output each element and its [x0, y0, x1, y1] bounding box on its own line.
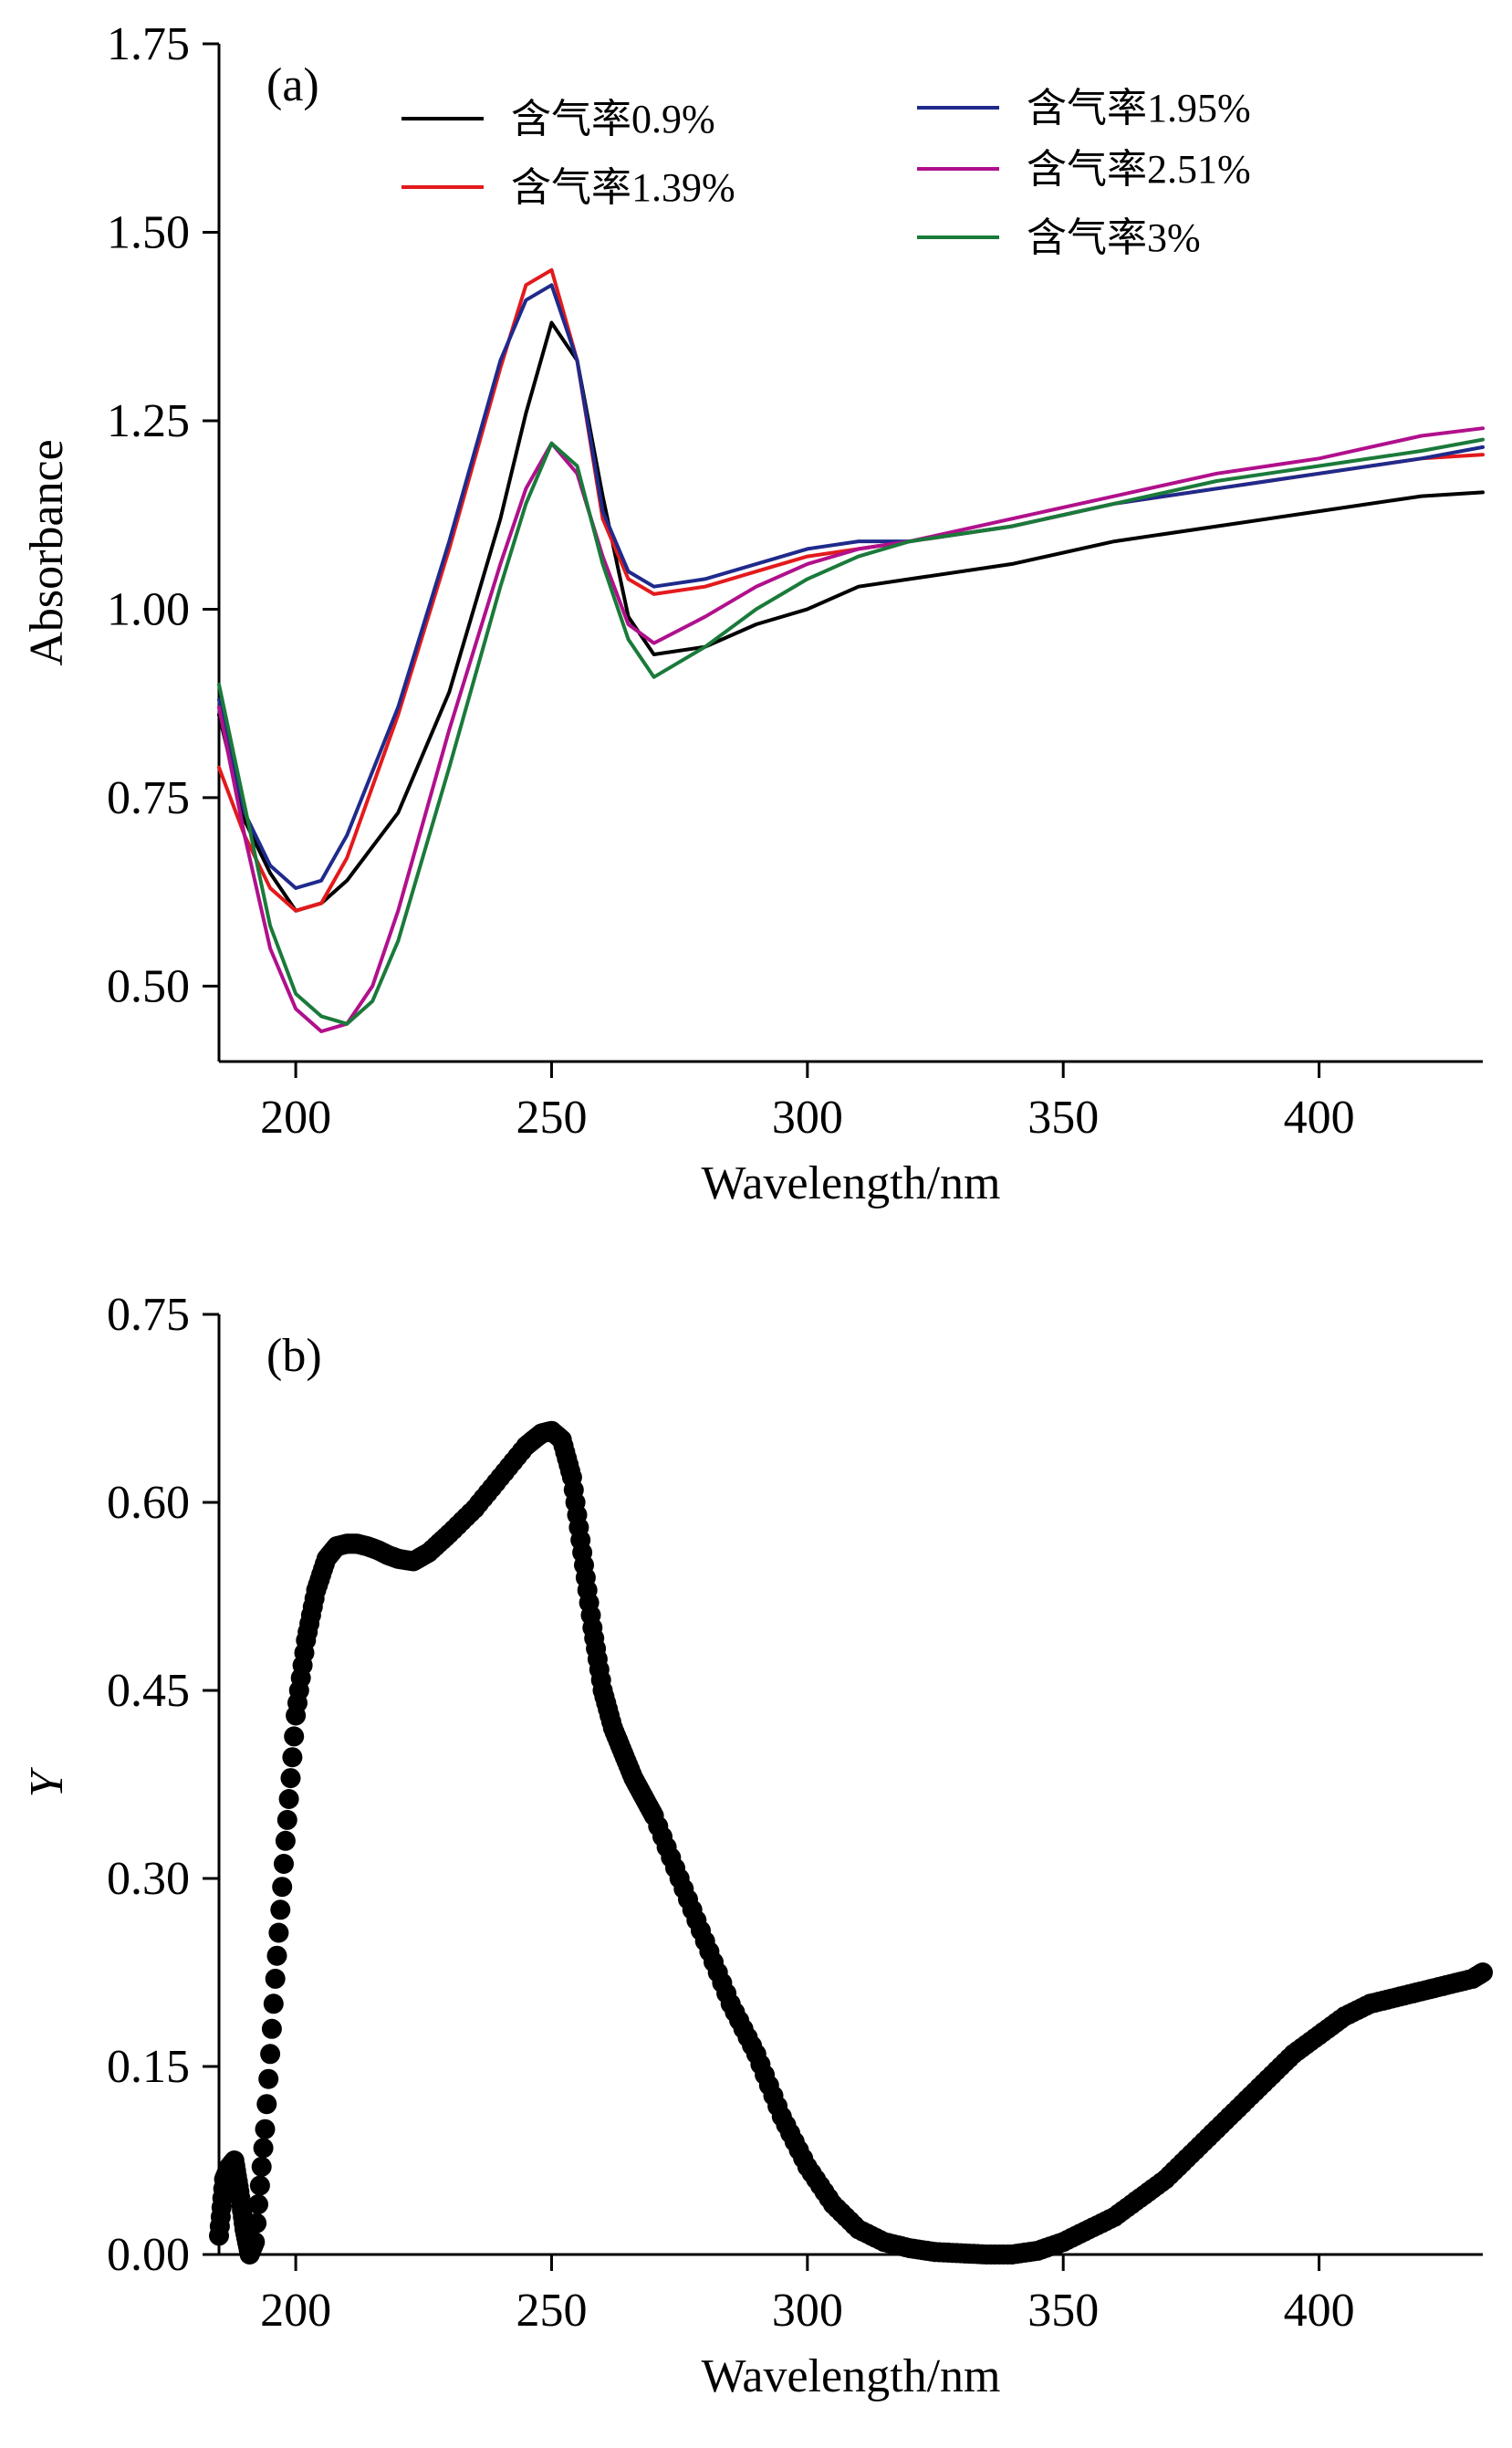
data-point-fill — [248, 2194, 268, 2215]
data-point — [265, 1968, 286, 1989]
data-point-fill — [263, 1993, 284, 2014]
data-point-fill — [260, 2044, 281, 2065]
legend-label: 含气率2.51% — [1027, 147, 1251, 192]
series-line-5 — [217, 437, 1485, 1026]
chart-panel-a: 200 250 300 350 400 0.50 0.75 1.00 1.25 1.50 1.75 W… — [21, 18, 1485, 1209]
data-point-fill — [276, 1809, 297, 1830]
x-tick-label: 350 — [1027, 1092, 1099, 1144]
x-axis-title: Wavelength/nm — [702, 2350, 1001, 2402]
panel-label: (a) — [266, 59, 319, 111]
data-point-fill — [246, 2213, 267, 2234]
y-tick-label: 0.45 — [107, 1665, 190, 1717]
y-tick-label: 1.50 — [107, 206, 190, 258]
data-point — [275, 1830, 296, 1851]
data-point-fill — [274, 1854, 294, 1874]
data-point-fill — [270, 1899, 291, 1920]
series-line-4 — [217, 426, 1485, 1033]
data-point-fill — [282, 1747, 303, 1768]
chart-panel-b: 200 250 300 350 400 0.00 0.15 0.30 0.45 0.60 0.75 W… — [21, 1289, 1493, 2402]
x-tick-label: 300 — [772, 2285, 843, 2337]
y-axis-title: Absorbance — [21, 439, 73, 665]
y-tick-label: 0.30 — [107, 1853, 190, 1905]
panel-label: (b) — [266, 1330, 322, 1382]
y-tick-label: 0.75 — [107, 772, 190, 824]
y-tick-label: 0.75 — [107, 1289, 190, 1341]
y-tick-label: 1.75 — [107, 18, 190, 70]
y-tick-label: 0.50 — [107, 960, 190, 1012]
x-tick-label: 200 — [260, 1092, 331, 1144]
y-tick-label: 1.00 — [107, 583, 190, 635]
legend-label: 含气率3% — [1027, 215, 1201, 260]
legend-label: 含气率0.9% — [511, 97, 715, 141]
x-tick-label: 350 — [1027, 2285, 1099, 2337]
x-axis-title: Wavelength/nm — [702, 1157, 1001, 1209]
data-point-fill — [251, 2156, 272, 2177]
data-point-fill — [261, 2018, 282, 2039]
series-line-3 — [217, 283, 1485, 890]
x-tick-label: 250 — [516, 1092, 587, 1144]
data-point-fill — [268, 1922, 289, 1943]
data-point-fill — [278, 1789, 299, 1809]
data-point — [1473, 1962, 1493, 1982]
y-tick-label: 0.15 — [107, 2041, 190, 2093]
legend-label: 含气率1.95% — [1027, 86, 1251, 131]
data-point — [245, 2232, 266, 2253]
data-point-fill — [256, 2094, 277, 2115]
data-point-fill — [284, 1726, 305, 1747]
x-tick-label: 200 — [260, 2285, 331, 2337]
series-line-1 — [217, 320, 1485, 913]
x-tick-label: 400 — [1284, 2285, 1355, 2337]
y-tick-label: 1.25 — [107, 395, 190, 447]
y-tick-label: 0.00 — [107, 2229, 190, 2281]
data-point-fill — [253, 2138, 274, 2159]
data-point — [255, 2118, 276, 2139]
x-tick-label: 250 — [516, 2285, 587, 2337]
data-point-fill — [258, 2068, 279, 2089]
data-point-fill — [280, 1768, 301, 1789]
data-point-fill — [266, 1945, 287, 1966]
data-point-fill — [249, 2175, 270, 2196]
data-point-fill — [272, 1877, 293, 1898]
legend-label: 含气率1.39% — [511, 165, 735, 210]
y-axis-title: Y — [21, 1766, 73, 1797]
x-tick-label: 400 — [1284, 1092, 1355, 1144]
x-tick-label: 300 — [772, 1092, 843, 1144]
y-tick-label: 0.60 — [107, 1477, 190, 1529]
